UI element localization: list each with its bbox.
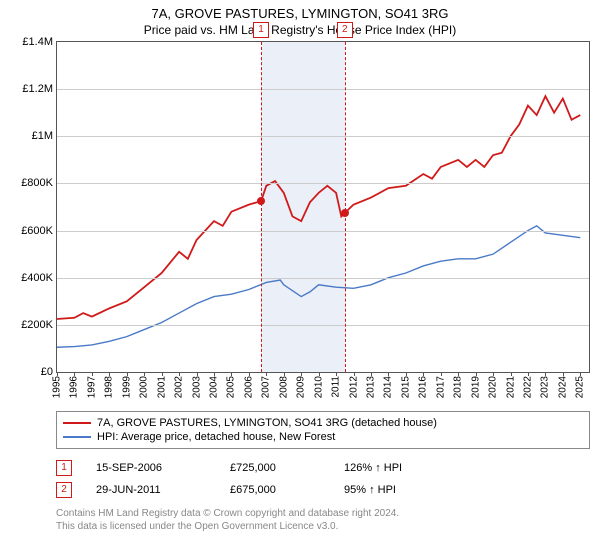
x-tick-label: 2023: [540, 376, 551, 398]
event-dot: [341, 209, 349, 217]
x-tick-label: 2005: [226, 376, 237, 398]
x-tick-label: 2017: [435, 376, 446, 398]
x-tick-label: 2009: [296, 376, 307, 398]
event-date: 29-JUN-2011: [96, 484, 206, 496]
legend-item: 7A, GROVE PASTURES, LYMINGTON, SO41 3RG …: [63, 416, 583, 430]
plot-area: £0£200K£400K£600K£800K£1M£1.2M£1.4M19951…: [56, 41, 590, 373]
event-row: 1 15-SEP-2006 £725,000 126% ↑ HPI: [56, 457, 590, 479]
x-tick-label: 2018: [453, 376, 464, 398]
legend-swatch: [63, 436, 91, 438]
x-tick-label: 2011: [331, 376, 342, 398]
x-tick-label: 2007: [261, 376, 272, 398]
event-marker: 2: [337, 22, 353, 38]
event-number: 1: [56, 460, 72, 476]
event-row: 2 29-JUN-2011 £675,000 95% ↑ HPI: [56, 479, 590, 501]
x-tick-label: 2003: [191, 376, 202, 398]
x-tick-label: 2016: [418, 376, 429, 398]
gridline: [57, 278, 589, 279]
gridline: [57, 136, 589, 137]
y-tick-label: £1.2M: [22, 83, 53, 95]
footer-attribution: Contains HM Land Registry data © Crown c…: [56, 507, 590, 533]
x-tick-label: 2008: [278, 376, 289, 398]
event-line: [261, 42, 262, 372]
x-tick-label: 2010: [313, 376, 324, 398]
chart-container: 7A, GROVE PASTURES, LYMINGTON, SO41 3RG …: [0, 0, 600, 560]
y-tick-label: £1M: [32, 130, 53, 142]
x-tick-label: 2025: [575, 376, 586, 398]
event-date: 15-SEP-2006: [96, 462, 206, 474]
x-tick-label: 2020: [488, 376, 499, 398]
x-tick-label: 2006: [243, 376, 254, 398]
x-tick-label: 2004: [208, 376, 219, 398]
x-tick-label: 2013: [365, 376, 376, 398]
y-tick-label: £200K: [21, 319, 53, 331]
x-tick-label: 2022: [522, 376, 533, 398]
x-tick-label: 2021: [505, 376, 516, 398]
x-tick-label: 1999: [121, 376, 132, 398]
legend: 7A, GROVE PASTURES, LYMINGTON, SO41 3RG …: [56, 411, 590, 449]
event-marker: 1: [253, 22, 269, 38]
event-relative: 126% ↑ HPI: [344, 462, 454, 474]
x-tick-label: 2014: [383, 376, 394, 398]
gridline: [57, 183, 589, 184]
x-tick-label: 2000: [139, 376, 150, 398]
y-tick-label: £600K: [21, 225, 53, 237]
y-tick-label: £1.4M: [22, 36, 53, 48]
footer-line: This data is licensed under the Open Gov…: [56, 520, 590, 533]
event-price: £675,000: [230, 484, 320, 496]
series-line: [57, 226, 580, 347]
chart-title: 7A, GROVE PASTURES, LYMINGTON, SO41 3RG: [0, 0, 600, 21]
x-tick-label: 2001: [156, 376, 167, 398]
x-tick-label: 1997: [86, 376, 97, 398]
y-tick-label: £800K: [21, 177, 53, 189]
event-dot: [257, 197, 265, 205]
events-table: 1 15-SEP-2006 £725,000 126% ↑ HPI 2 29-JUN-20…: [56, 457, 590, 501]
chart-subtitle: Price paid vs. HM Land Registry's House …: [0, 21, 600, 41]
line-series-svg: [57, 42, 589, 372]
gridline: [57, 325, 589, 326]
x-tick-label: 2015: [400, 376, 411, 398]
y-tick-label: £400K: [21, 272, 53, 284]
x-tick-label: 1998: [104, 376, 115, 398]
footer-line: Contains HM Land Registry data © Crown c…: [56, 507, 590, 520]
legend-label: HPI: Average price, detached house, New …: [97, 431, 335, 443]
legend-item: HPI: Average price, detached house, New …: [63, 430, 583, 444]
event-line: [345, 42, 346, 372]
event-price: £725,000: [230, 462, 320, 474]
legend-label: 7A, GROVE PASTURES, LYMINGTON, SO41 3RG …: [97, 417, 437, 429]
x-tick-label: 1995: [52, 376, 63, 398]
x-tick-label: 1996: [69, 376, 80, 398]
x-tick-label: 2012: [348, 376, 359, 398]
x-tick-label: 2019: [470, 376, 481, 398]
x-tick-label: 2024: [557, 376, 568, 398]
event-relative: 95% ↑ HPI: [344, 484, 454, 496]
event-number: 2: [56, 482, 72, 498]
legend-swatch: [63, 422, 91, 424]
gridline: [57, 89, 589, 90]
gridline: [57, 231, 589, 232]
x-tick-label: 2002: [174, 376, 185, 398]
